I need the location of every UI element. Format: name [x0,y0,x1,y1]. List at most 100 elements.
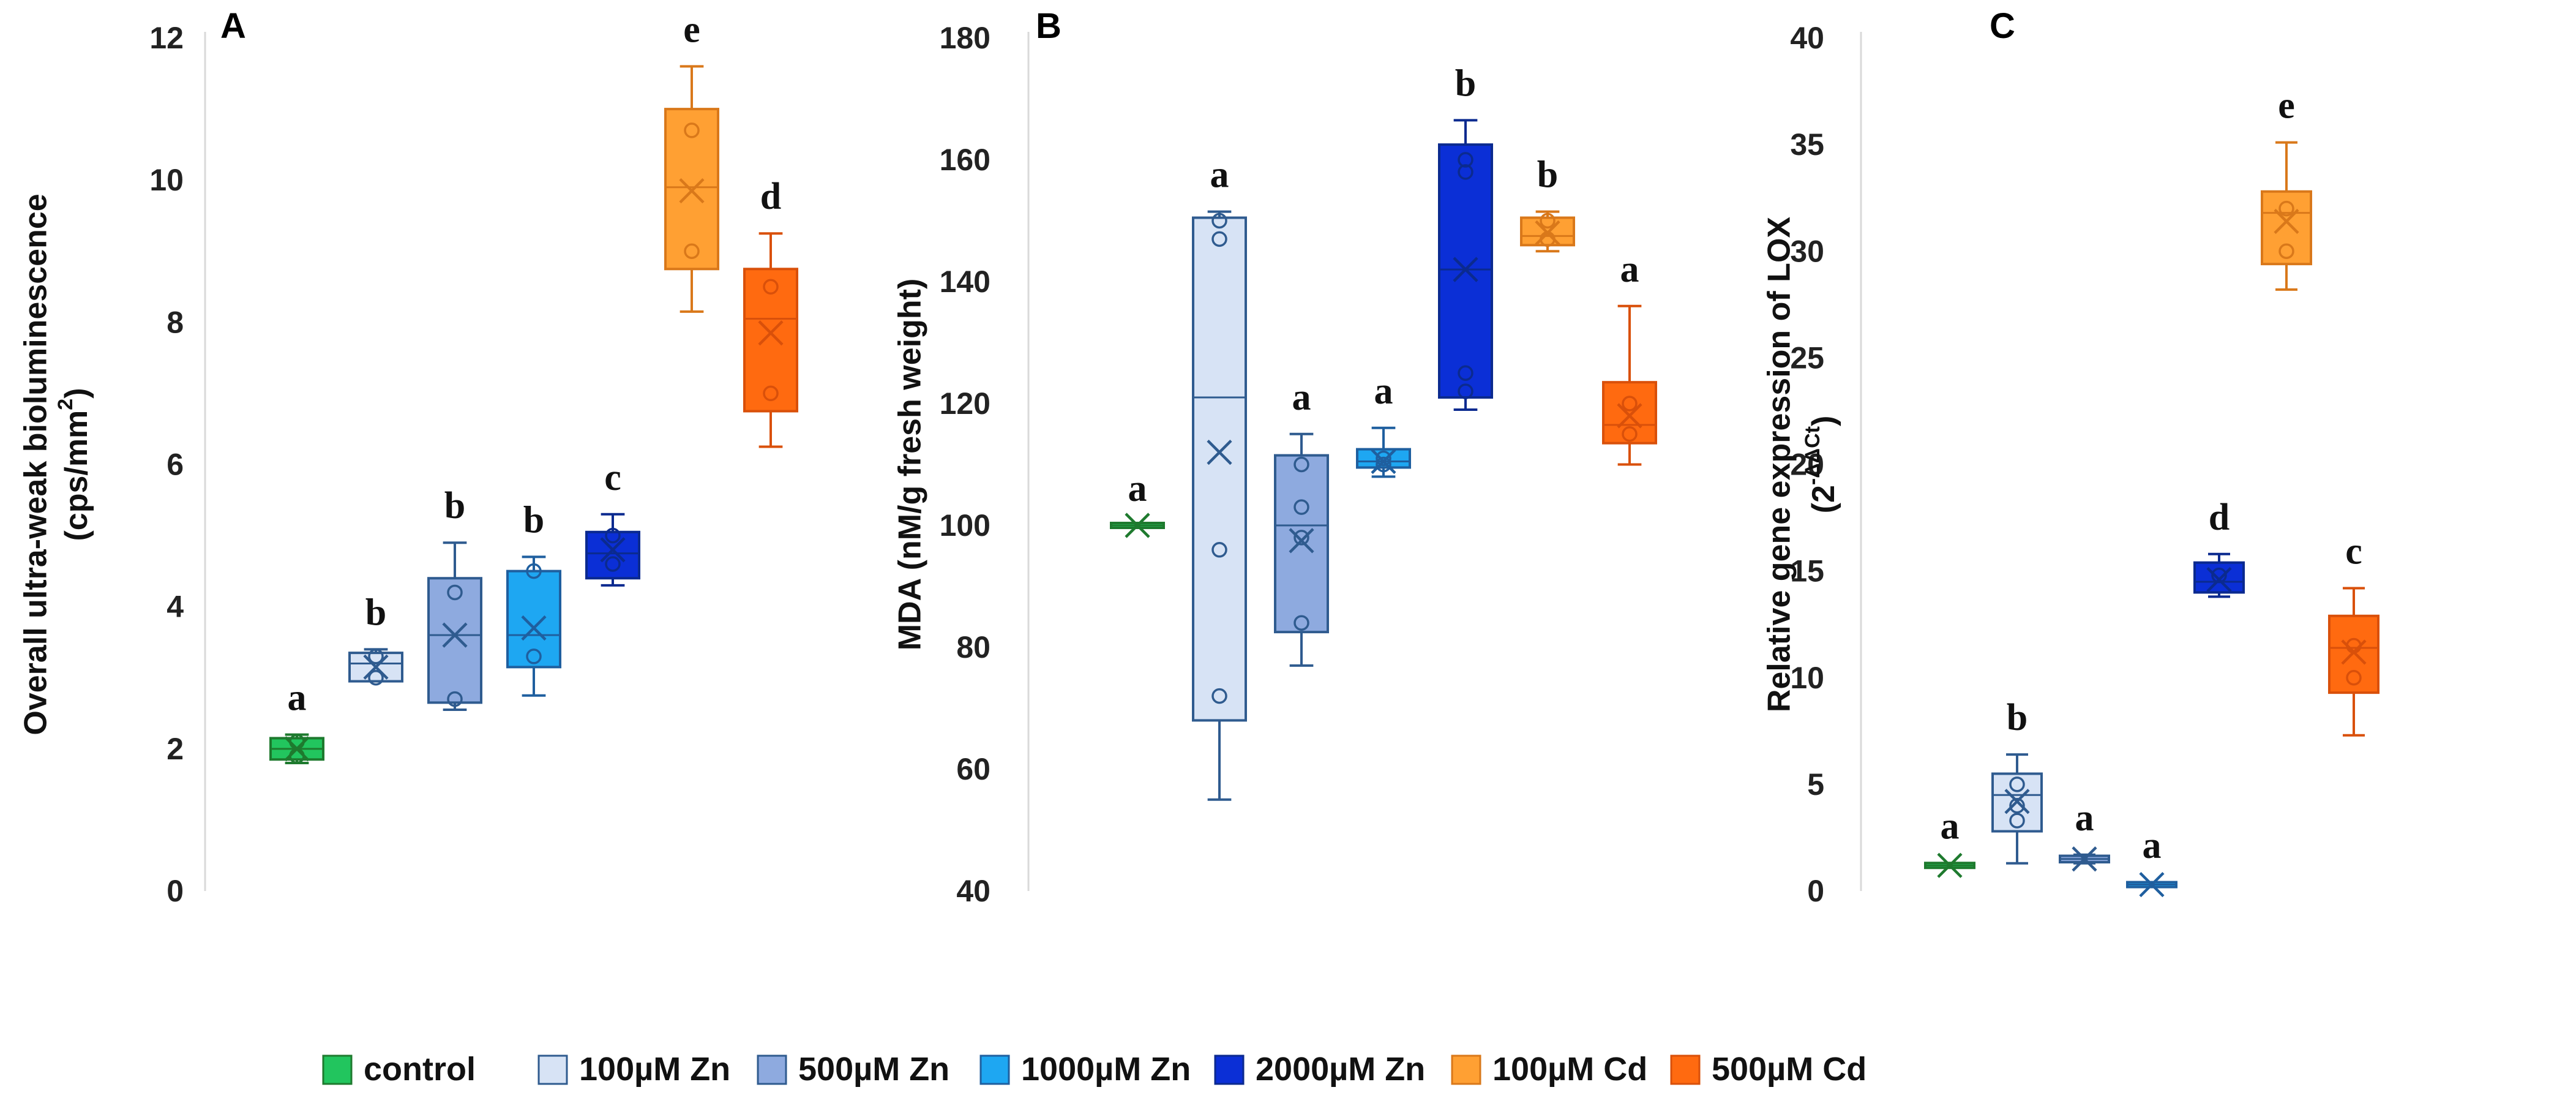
legend-label: 100µM Zn [579,1051,730,1088]
y-tick-label: 5 [1807,767,1824,802]
y-axis-label-unit: (2-ΔΔCt) [1801,416,1841,514]
box-1000-m-zn: b [506,499,561,697]
box-iqr [2261,190,2312,266]
data-point [1458,152,1473,168]
data-point [2009,813,2025,829]
y-tick-label: 12 [149,21,184,55]
box-500-m-zn: b [427,485,482,711]
legend-swatch [1214,1054,1245,1085]
significance-letter: d [760,176,781,217]
legend-item: 1000µM Zn [979,1051,1191,1088]
legend-label: control [364,1051,476,1088]
significance-letter: a [1210,154,1229,196]
significance-letter: b [523,499,544,541]
legend-item: 100µM Zn [537,1051,730,1088]
box-2000-m-zn: b [1438,62,1493,411]
box-control: a [1110,468,1165,538]
y-tick-label: 180 [940,21,990,55]
legend-item: control [322,1051,476,1088]
data-point [1376,450,1391,467]
data-point [447,691,463,707]
mean-marker [679,178,705,204]
panel-letter: C [1990,6,2015,46]
box-1000-m-zn: a [2126,825,2177,898]
mean-marker [1371,448,1396,475]
box-iqr [2193,561,2245,594]
legend-swatch [322,1054,353,1085]
mean-marker [284,736,310,762]
y-axis-label: Overall ultra-weak bioluminescence [18,194,54,735]
mean-marker [1125,513,1150,538]
box-1000-m-zn: a [1356,370,1411,478]
legend-swatch [979,1054,1010,1085]
legend-swatch [1451,1054,1481,1085]
data-point [526,648,542,664]
box-500-m-cd: c [2328,530,2379,737]
mean-marker [1937,852,1963,878]
significance-letter: b [1455,62,1476,104]
y-tick-label: 60 [956,752,990,786]
significance-letter: b [1537,154,1558,196]
mean-marker [521,615,547,641]
y-tick-label: 120 [940,386,990,421]
box-control: a [1924,806,1975,878]
data-point [605,527,621,544]
data-point [1211,542,1227,558]
significance-letter: a [2143,825,2162,867]
significance-letter: b [444,485,465,527]
mean-marker [2139,871,2165,898]
data-point [1622,426,1638,442]
legend-swatch [1670,1054,1701,1085]
box-100-m-cd: e [664,9,719,313]
legend-swatch [537,1054,568,1085]
y-tick-label: 4 [167,590,184,624]
data-point [526,563,542,579]
y-tick-label: 6 [167,448,184,482]
significance-letter: e [683,9,700,50]
data-point [2009,797,2025,814]
mean-marker [600,537,626,563]
mean-marker [1289,528,1314,554]
panels: 0 2 4 6 8 10 12 A Overall ultra-weak bioluminesc… [18,6,2379,908]
box-500-m-cd: a [1602,249,1657,466]
mean-marker [1207,440,1232,465]
y-tick-label: 10 [1790,661,1824,695]
significance-letter: c [604,457,621,498]
y-axis-label: Relative gene expression of LOX [1762,217,1797,712]
box-iqr [2328,614,2379,694]
box-2000-m-zn: c [585,457,640,587]
y-tick-label: 20 [1790,448,1824,482]
data-point [684,243,700,259]
data-point [684,122,700,138]
y-tick-label: 25 [1790,340,1824,375]
data-point [368,648,384,664]
box-2000-m-zn: d [2193,497,2245,598]
y-axis-label-unit: (cps/mm2) [54,388,94,541]
legend-item: 100µM Cd [1451,1051,1647,1088]
data-point [1458,365,1473,381]
data-point [2346,670,2362,686]
box-100-m-zn: a [1192,154,1247,801]
significance-letter: a [288,677,307,719]
y-tick-label: 30 [1790,234,1824,268]
mean-marker [1617,403,1642,429]
box-500-m-zn: a [2059,797,2110,872]
data-point [1211,231,1227,247]
significance-letter: a [1620,249,1639,290]
significance-letter: d [2209,497,2230,538]
data-point [2211,567,2227,584]
significance-letter: b [2007,697,2027,739]
data-point [1458,164,1473,180]
box-100-m-cd: b [1520,154,1575,253]
y-tick-label: 15 [1790,554,1824,588]
box-iqr [506,570,561,669]
data-point [1540,212,1556,229]
box-iqr [1192,216,1247,722]
y-tick-label: 35 [1790,127,1824,162]
panel-b: 40 60 80 100 120 140 160 180 B MDA (nM/g fresh we… [893,6,1657,908]
legend-item: 500µM Cd [1670,1051,1866,1088]
data-point [2009,776,2025,792]
significance-letter: a [1128,468,1147,509]
mean-marker [2274,208,2299,235]
significance-letter: a [1374,370,1393,412]
